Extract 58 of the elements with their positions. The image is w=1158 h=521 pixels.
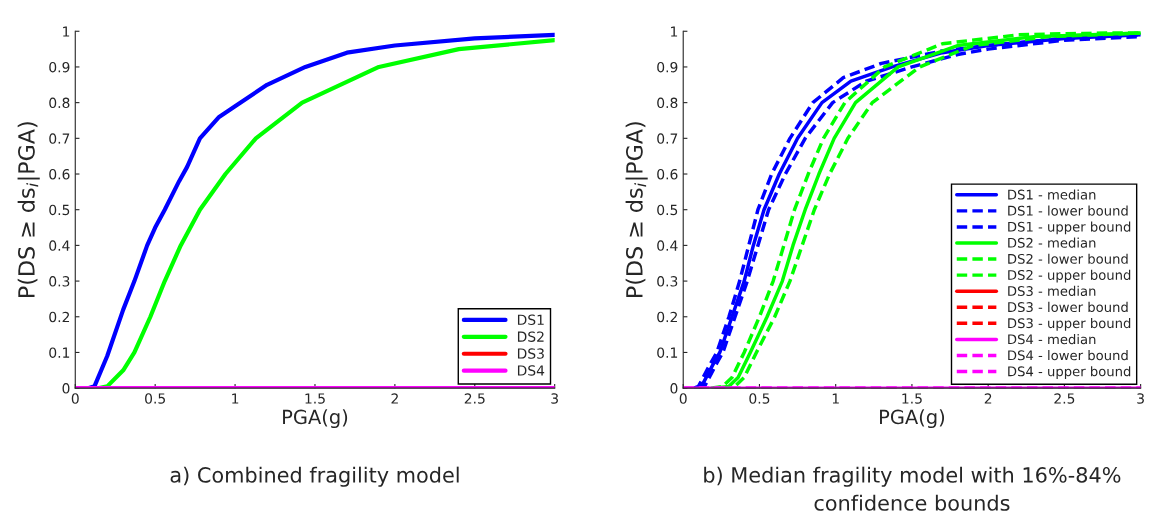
legend-label: DS2 - lower bound [1008,253,1128,264]
legend-label: DS1 [517,314,544,325]
y-tick-label: 0.7 [657,133,678,144]
y-tick-label: 0.2 [657,311,677,323]
x-tick-label: 3 [551,393,558,404]
x-tick-label: 0.5 [749,393,770,404]
legend-label: DS3 - median [1008,285,1096,297]
y-tick-label: 0 [670,383,678,394]
x-tick-label: 0 [679,393,687,404]
y-tick-label: 0.3 [657,276,678,287]
legend-label: DS2 - median [1008,237,1096,248]
legend-label: DS4 - lower bound [1008,350,1128,361]
y-tick-label: 0.8 [657,97,678,109]
x-tick-label: 2 [984,393,992,404]
y-tick-label: 0.5 [657,204,678,216]
y-tick-label: 0.2 [49,311,70,323]
legend-label: DS4 - median [1008,334,1096,345]
legend-label: DS3 - upper bound [1008,317,1131,331]
x-tick-label: 2 [391,393,398,404]
legend-label: DS2 [517,331,544,342]
legend-label: DS1 - upper bound [1008,221,1131,235]
legend-label: DS4 [517,365,545,376]
x-tick-label: 1.5 [902,393,922,404]
legend-label: DS1 - lower bound [1008,205,1128,216]
x-tick-label: 1.5 [305,393,325,404]
legend-label: DS4 - upper bound [1008,366,1131,379]
x-tick-label: 0.5 [145,393,165,404]
y-tick-label: 0.6 [657,168,678,180]
text: a) Combined fragility model [170,466,459,487]
x-tick-label: 1 [232,393,239,404]
text: b) Median fragility model with 16%-84% confidence bounds [704,466,1121,511]
x-axis-title: PGA(g) [283,409,348,429]
y-axis-title: P(DS ≥ ds$_{i}$|PGA) [17,122,40,297]
y-tick-label: 0.5 [49,204,70,216]
legend-label: DS1 - median [1008,189,1096,200]
legend-label: DS3 [517,348,544,359]
y-tick-label: 1 [671,26,678,37]
x-tick-label: 0 [71,393,79,404]
y-tick-label: 0.4 [657,240,678,251]
x-tick-label: 2.5 [464,393,485,404]
x-axis-title: PGA(g) [880,409,945,429]
y-tick-label: 0 [62,383,70,394]
legend-label: DS3 - lower bound [1008,301,1128,313]
y-tick-label: 0.6 [49,168,70,180]
y-tick-label: 0.3 [49,276,70,287]
legend-label: DS2 - upper bound [1008,269,1131,283]
y-tick-label: 0.1 [657,347,678,358]
y-tick-label: 0.9 [657,61,678,73]
y-tick-label: 1 [63,26,70,37]
x-tick-label: 1 [832,393,839,404]
y-tick-label: 0.4 [49,240,70,251]
y-axis-title: P(DS ≥ ds$_{i}$|PGA) [625,122,648,297]
y-tick-label: 0.9 [49,61,70,73]
y-tick-label: 0.1 [49,347,70,358]
x-tick-label: 2.5 [1054,393,1075,404]
x-tick-label: 3 [1137,393,1144,404]
y-tick-label: 0.7 [49,133,70,144]
y-tick-label: 0.8 [49,97,70,109]
